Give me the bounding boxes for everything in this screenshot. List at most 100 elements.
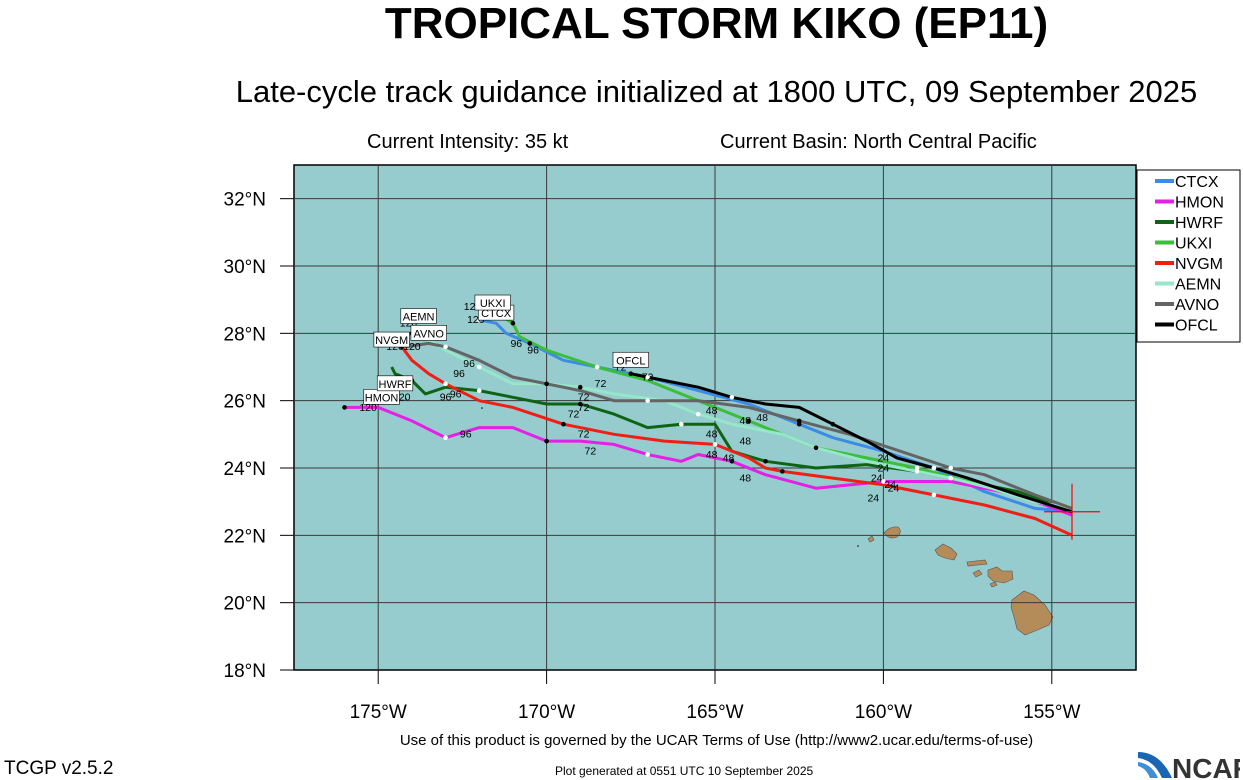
- forecast-hour-label: 96: [450, 388, 462, 400]
- track-point: [544, 381, 549, 387]
- generation-time: Plot generated at 0551 UTC 10 September …: [555, 764, 814, 778]
- track-point: [695, 411, 701, 417]
- forecast-hour-label: 24: [871, 472, 883, 484]
- track-markers: [342, 317, 954, 498]
- track-point: [931, 465, 937, 471]
- forecast-hour-label: 24: [878, 452, 890, 464]
- forecast-hour-label: 48: [756, 412, 768, 424]
- track-point: [561, 421, 566, 427]
- island-lanai: [972, 569, 983, 578]
- track-point: [544, 438, 549, 444]
- forecast-hour-label: 72: [568, 409, 580, 421]
- forecast-hour-label: 96: [463, 358, 475, 370]
- track-point: [510, 320, 516, 326]
- track-point: [729, 458, 735, 464]
- legend-entry: AEMN: [1175, 277, 1221, 294]
- version-label: TCGP v2.5.2: [4, 758, 114, 779]
- track-point: [729, 395, 735, 400]
- forecast-hour-label: 24: [878, 462, 890, 474]
- forecast-hour-label: 24: [884, 479, 896, 491]
- forecast-hour-label: 24: [867, 493, 879, 505]
- forecast-hour-label: 72: [578, 429, 590, 441]
- model-label-box: [373, 331, 410, 348]
- track-point: [594, 364, 600, 370]
- chart-subtitle: Late-cycle track guidance initialized at…: [235, 74, 1198, 109]
- forecast-hour-label: 72: [585, 446, 597, 458]
- forecast-hour-label: 72: [578, 392, 590, 404]
- storm-position-marker: [1044, 483, 1101, 540]
- track-point: [813, 445, 819, 451]
- legend-entry: HMON: [1175, 195, 1224, 212]
- track-point: [830, 421, 836, 427]
- legend-entry: HWRF: [1175, 215, 1223, 232]
- track-avno: [404, 341, 1073, 510]
- track-point: [443, 344, 448, 350]
- forecast-hour-label: 96: [453, 368, 465, 380]
- model-label-box: [410, 325, 447, 341]
- forecast-hour-label: 96: [440, 392, 452, 404]
- forecast-hour-label: 48: [706, 429, 718, 441]
- legend-entry: CTCX: [1175, 174, 1219, 191]
- track-point: [476, 388, 482, 393]
- track-point: [577, 401, 583, 407]
- island-molokai: [966, 559, 988, 567]
- legend-entry: AVNO: [1175, 297, 1219, 314]
- axes: 175°W 170°W 165°W 160°W 155°W 18°N 20°N 22°N 24°…: [224, 190, 1081, 723]
- island-niihau: [867, 535, 875, 543]
- y-tick-label: 24°N: [224, 459, 266, 480]
- y-tick-label: 18°N: [224, 661, 266, 682]
- island-oahu: [934, 543, 958, 561]
- ncar-logo-swoosh: [1138, 752, 1172, 778]
- track-point: [577, 384, 583, 390]
- track-point: [948, 475, 954, 481]
- track-point: [527, 341, 533, 346]
- y-tick-label: 22°N: [224, 526, 266, 547]
- track-point: [476, 364, 482, 370]
- track-point: [712, 442, 718, 447]
- y-tick-label: 26°N: [224, 392, 266, 413]
- current-basin: Current Basin: North Central Pacific: [720, 131, 1037, 153]
- forecast-hour-label: 72: [595, 378, 607, 390]
- model-label: HWRF: [379, 379, 412, 391]
- track-point: [948, 465, 954, 471]
- track-point: [645, 374, 650, 380]
- track-point: [914, 465, 920, 471]
- forecast-hour-label: 24: [888, 483, 900, 495]
- model-label: NVGM: [375, 335, 408, 347]
- forecast-hour-label: 72: [578, 402, 590, 414]
- track-point: [342, 405, 347, 410]
- track-point: [645, 452, 650, 457]
- x-tick-label: 155°W: [1023, 702, 1080, 723]
- track-point: [628, 371, 634, 377]
- track-point: [763, 458, 768, 464]
- terms-of-use: Use of this product is governed by the U…: [399, 732, 1034, 749]
- forecast-hour-label: 72: [642, 371, 654, 383]
- model-label: UKXI: [480, 298, 506, 310]
- forecast-hour-label: 48: [739, 435, 751, 447]
- y-tick-label: 20°N: [224, 594, 266, 615]
- model-label: AVNO: [414, 328, 445, 340]
- y-tick-label: 32°N: [224, 190, 266, 211]
- track-point: [746, 418, 751, 424]
- forecast-hour-label: 120: [359, 402, 377, 414]
- track-point: [679, 421, 684, 427]
- legend-entry: NVGM: [1175, 256, 1223, 273]
- track-point: [796, 418, 802, 424]
- chart-title: TROPICAL STORM KIKO (EP11): [384, 0, 1049, 48]
- track-point: [780, 469, 785, 474]
- forecast-hour-label: 48: [706, 405, 718, 417]
- hawaiian-islands: [405, 398, 1054, 636]
- forecast-hour-label: 96: [510, 338, 522, 350]
- island-hawaii: [1010, 590, 1054, 636]
- y-tick-label: 28°N: [224, 324, 266, 345]
- ncar-logo: NCAR: [1138, 752, 1240, 780]
- model-label: OFCL: [616, 355, 645, 367]
- ncar-logo-swoosh-2: [1138, 762, 1158, 778]
- current-intensity: Current Intensity: 35 kt: [367, 131, 569, 153]
- x-tick-label: 165°W: [686, 702, 743, 723]
- track-point: [931, 492, 937, 498]
- model-label-box: [400, 308, 437, 324]
- forecast-hour-label: 48: [723, 452, 735, 464]
